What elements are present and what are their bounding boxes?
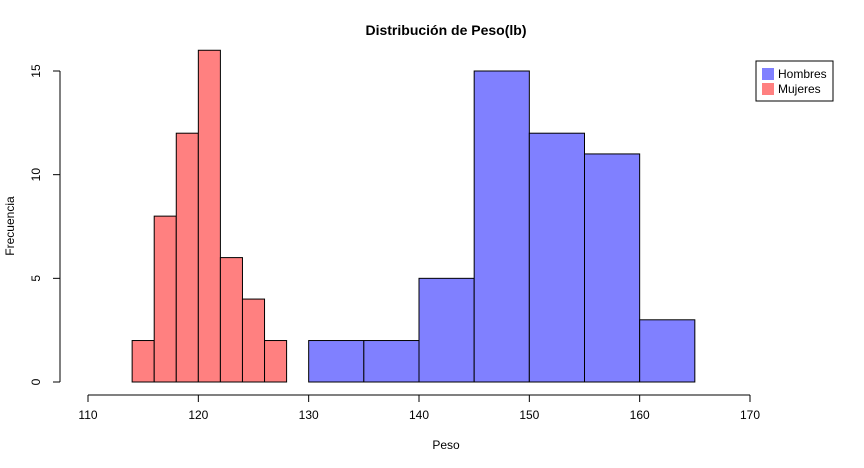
bars-group	[131, 49, 696, 383]
x-tick-label: 110	[78, 408, 97, 422]
chart-title: Distribución de Peso(lb)	[365, 22, 526, 38]
bar-mujeres-0	[131, 340, 155, 383]
bar-mujeres-3	[197, 49, 221, 383]
x-tick-label: 120	[188, 408, 208, 422]
y-tick-label: 0	[29, 378, 43, 385]
bar-mujeres-4	[219, 257, 243, 383]
bar-hombres-2	[418, 277, 475, 383]
bar-hombres-1	[363, 340, 420, 383]
bar-mujeres-6	[264, 340, 288, 383]
x-tick-label: 150	[519, 408, 539, 422]
bar-mujeres-2	[175, 132, 199, 383]
bar-hombres-0	[308, 340, 365, 383]
legend-swatch-mujeres	[762, 83, 774, 95]
y-tick-label: 5	[29, 275, 43, 282]
y-axis: 0 5 10 15	[29, 64, 61, 385]
y-tick-label: 10	[29, 168, 43, 182]
legend-label-mujeres: Mujeres	[778, 82, 821, 96]
bar-mujeres-1	[153, 215, 177, 383]
y-axis-label: Frecuencia	[3, 196, 17, 256]
x-tick-label: 170	[740, 408, 760, 422]
bar-hombres-4	[528, 132, 585, 383]
legend-label-hombres: Hombres	[778, 67, 827, 81]
legend-swatch-hombres	[762, 68, 774, 80]
y-tick-label: 15	[29, 64, 43, 78]
x-axis: 110 120 130 140 150 160 170	[78, 394, 760, 422]
x-axis-label: Peso	[432, 438, 460, 452]
bar-mujeres-5	[241, 298, 266, 383]
x-tick-label: 140	[409, 408, 429, 422]
bar-hombres-5	[584, 153, 641, 383]
x-tick-label: 130	[299, 408, 319, 422]
bar-hombres-3	[473, 70, 530, 383]
x-tick-label: 160	[630, 408, 650, 422]
bar-hombres-6	[639, 319, 696, 383]
